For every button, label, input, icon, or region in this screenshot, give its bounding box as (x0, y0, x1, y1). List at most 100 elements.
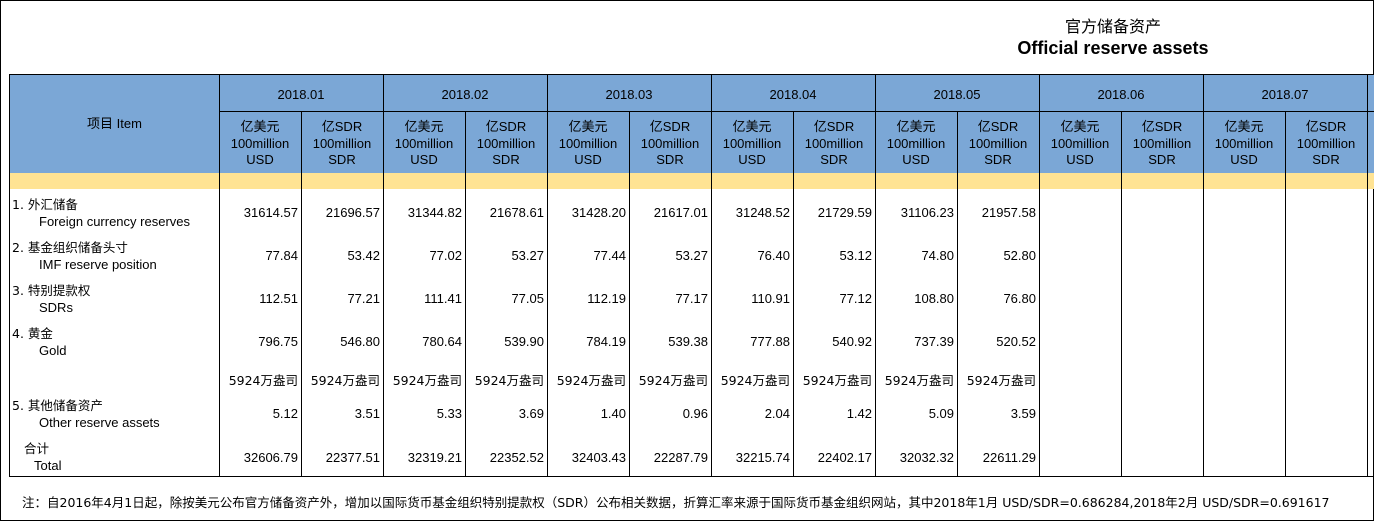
row-label-en: Gold (39, 343, 67, 358)
value-cell: 5924万盎司 (720, 373, 790, 388)
unit-line: SDR (820, 152, 848, 167)
value-cell: 31614.57 (243, 205, 298, 220)
value-cell: 32032.32 (899, 450, 954, 465)
row-label: 2. 基金组织储备头寸 IMF reserve position (10, 239, 219, 273)
value-cell: 5924万盎司 (392, 373, 462, 388)
title-english: Official reserve assets (1017, 38, 1209, 58)
unit-divider (465, 112, 466, 476)
row-label-en: Foreign currency reserves (39, 214, 190, 229)
unit-line: 100million (312, 135, 372, 151)
value-cell: 5924万盎司 (966, 373, 1036, 388)
unit-line: 亿美元 (1224, 119, 1264, 134)
unit-line: USD (1066, 152, 1094, 167)
unit-line: SDR (656, 152, 684, 167)
unit-line: 亿美元 (1060, 119, 1100, 134)
value-cell: 53.42 (347, 248, 380, 263)
unit-header-sdr: 亿SDR 100million SDR (1121, 119, 1203, 169)
value-cell: 796.75 (258, 334, 298, 349)
unit-line: 100million (476, 135, 536, 151)
value-cell: 2.04 (764, 406, 790, 421)
value-cell: 21729.59 (817, 205, 872, 220)
unit-line: SDR (1148, 152, 1176, 167)
row-label-en: Total (34, 458, 62, 473)
value-cell: 74.80 (921, 248, 954, 263)
row-label-en: SDRs (39, 300, 73, 315)
row-label-cn: 5. 其他储备资产 (12, 398, 103, 413)
value-cell: 780.64 (422, 334, 462, 349)
row-label: 4. 黄金 Gold (10, 325, 219, 359)
value-cell: 5924万盎司 (228, 373, 298, 388)
month-divider (219, 75, 220, 476)
unit-header-sdr: 亿SDR 100million SDR (957, 119, 1039, 169)
value-cell: 21696.57 (325, 205, 380, 220)
value-cell: 5924万盎司 (474, 373, 544, 388)
unit-header-usd: 亿美元 100million USD (219, 119, 301, 169)
value-cell: 777.88 (750, 334, 790, 349)
unit-line: 亿SDR (977, 119, 1019, 134)
value-cell: 77.17 (675, 291, 708, 306)
value-cell: 22402.17 (817, 450, 872, 465)
value-cell: 31248.52 (735, 205, 790, 220)
unit-line: 亿SDR (1141, 119, 1183, 134)
unit-line: SDR (984, 152, 1012, 167)
month-divider (1367, 75, 1368, 476)
unit-line: 亿SDR (813, 119, 855, 134)
value-cell: 784.19 (586, 334, 626, 349)
unit-line: 亿SDR (485, 119, 527, 134)
value-cell: 77.02 (429, 248, 462, 263)
value-cell: 5924万盎司 (884, 373, 954, 388)
value-cell: 22352.52 (489, 450, 544, 465)
value-cell: 32215.74 (735, 450, 790, 465)
value-cell: 32319.21 (407, 450, 462, 465)
value-cell: 21957.58 (981, 205, 1036, 220)
value-cell: 76.40 (757, 248, 790, 263)
row-label-cn: 2. 基金组织储备头寸 (12, 240, 128, 255)
month-header: 2018.02 (441, 86, 489, 102)
value-cell: 77.84 (265, 248, 298, 263)
unit-line: 100million (804, 135, 864, 151)
value-cell: 5924万盎司 (638, 373, 708, 388)
value-cell: 5.33 (436, 406, 462, 421)
row-label: 5. 其他储备资产 Other reserve assets (10, 397, 219, 431)
value-cell: 1.42 (846, 406, 872, 421)
unit-line: 亿SDR (1305, 119, 1347, 134)
month-header: 2018.07 (1261, 86, 1309, 102)
unit-line: USD (246, 152, 274, 167)
unit-line: 100million (1296, 135, 1356, 151)
month-header: 2018.03 (605, 86, 653, 102)
value-cell: 0.96 (682, 406, 708, 421)
unit-divider (1285, 112, 1286, 476)
unit-line: USD (574, 152, 602, 167)
value-cell: 110.91 (751, 291, 790, 306)
value-cell: 31428.20 (571, 205, 626, 220)
value-cell: 546.80 (340, 334, 380, 349)
item-column-header: 项目 Item (87, 116, 142, 131)
value-cell: 21678.61 (489, 205, 544, 220)
unit-line: USD (410, 152, 438, 167)
table-header-background (10, 75, 1374, 173)
value-cell: 32606.79 (243, 450, 298, 465)
unit-header-usd: 亿美元 100million USD (1203, 119, 1285, 169)
value-cell: 3.51 (354, 406, 380, 421)
table-left-border (9, 75, 10, 476)
unit-line: USD (902, 152, 930, 167)
unit-header-sdr: 亿SDR 100million SDR (1285, 119, 1367, 169)
row-label-cn: 4. 黄金 (12, 326, 53, 341)
row-label-en: IMF reserve position (39, 257, 157, 272)
value-cell: 108.80 (914, 291, 954, 306)
row-label-en: Other reserve assets (39, 415, 160, 430)
value-cell: 22377.51 (325, 450, 380, 465)
unit-line: 100million (1050, 135, 1110, 151)
value-cell: 5924万盎司 (802, 373, 872, 388)
unit-line: SDR (492, 152, 520, 167)
value-cell: 31344.82 (407, 205, 462, 220)
value-cell: 5924万盎司 (556, 373, 626, 388)
unit-header-sdr: 亿SDR 100million SDR (793, 119, 875, 169)
unit-line: 亿SDR (649, 119, 691, 134)
row-label-cn: 合计 (24, 441, 50, 456)
value-cell: 76.80 (1003, 291, 1036, 306)
unit-line: 亿SDR (321, 119, 363, 134)
title-chinese: 官方储备资产 (1064, 17, 1161, 36)
unit-line: USD (738, 152, 766, 167)
unit-header-usd: 亿美元 100million USD (711, 119, 793, 169)
